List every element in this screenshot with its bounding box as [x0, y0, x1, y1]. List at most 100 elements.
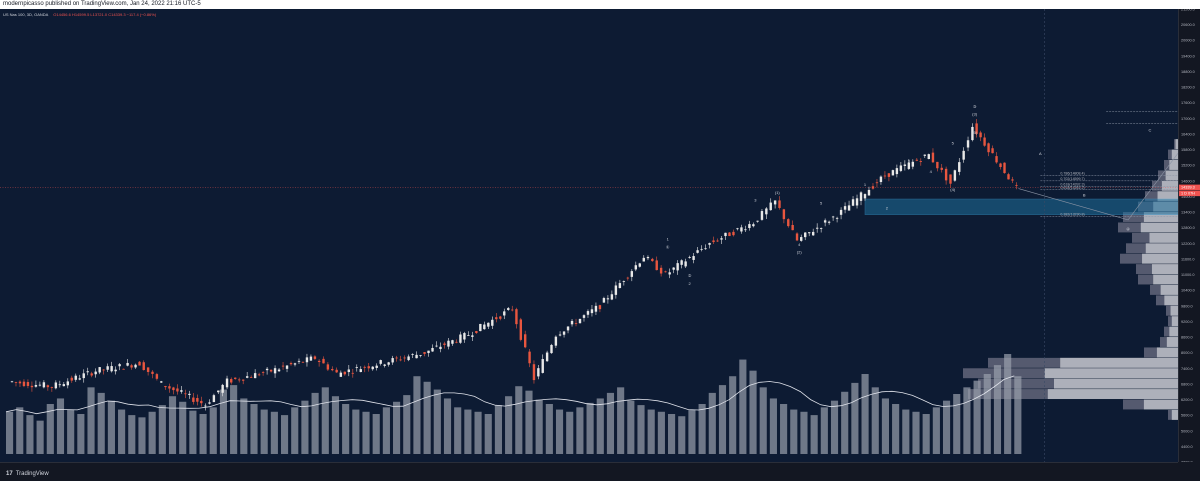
candle-up	[427, 350, 430, 354]
volume-profile-row-value-area	[1149, 232, 1178, 243]
candle-up	[807, 232, 811, 234]
candle-up	[610, 294, 614, 300]
price-tick-label: 14000.0	[1181, 195, 1195, 199]
volume-bar	[973, 380, 981, 454]
volume-bar	[627, 400, 635, 454]
candle-up	[646, 256, 650, 259]
volume-profile-row-value-area	[1169, 160, 1178, 170]
volume-bar	[107, 400, 115, 454]
candle-down	[301, 361, 305, 363]
candle-up	[550, 344, 553, 354]
candle-up	[879, 176, 883, 182]
candle-down	[249, 377, 253, 379]
symbol-title: US Nas 100, 3D, OANDA	[3, 12, 49, 17]
volume-profile-row-value-area	[1145, 243, 1178, 254]
volume-profile-row-value-area	[1171, 409, 1178, 420]
candle-up	[855, 198, 859, 206]
candle-down	[46, 385, 50, 388]
volume-bar	[1004, 354, 1012, 454]
volume-bar	[342, 404, 350, 454]
price-tag-box	[1179, 184, 1200, 191]
candle-up	[634, 265, 638, 270]
volume-bar	[515, 386, 523, 454]
candle-down	[164, 386, 167, 388]
tradingview-mark-icon: 17	[6, 471, 13, 477]
wave-label: 4	[930, 169, 933, 174]
candle-up	[106, 366, 109, 370]
volume-bar	[881, 398, 890, 454]
volume-profile-row-value-area	[1164, 295, 1178, 306]
volume-bar	[87, 387, 95, 454]
price-axis[interactable]: 21200.0 20600.0 20000.0 19400.0 18800.0 18200…	[1178, 8, 1200, 465]
price-tick-label: 10400.0	[1181, 289, 1195, 293]
wave-label: 3	[908, 159, 911, 164]
price-tick-label: 19400.0	[1181, 54, 1195, 58]
candle-down	[598, 305, 602, 310]
candle-up	[245, 376, 249, 378]
volume-bar	[861, 374, 869, 454]
volume-bar	[555, 409, 564, 454]
candle-up	[379, 360, 382, 364]
candle-up	[371, 366, 374, 370]
wave-label: 3	[754, 198, 757, 203]
price-chart[interactable]: 1.414(17252.7)1.272(16809.1)0.786(14808.…	[0, 9, 1200, 462]
candle-down	[495, 317, 498, 320]
price-plot-area[interactable]: 1.414(17252.7)1.272(16809.1)0.786(14808.…	[0, 9, 1200, 462]
candle-up	[160, 381, 163, 383]
candle-down	[499, 316, 502, 319]
candle-up	[507, 308, 510, 310]
candle-up	[217, 390, 220, 393]
candle-up	[42, 382, 46, 388]
volume-bar	[372, 414, 380, 454]
candle-up	[642, 257, 645, 262]
volume-bar	[158, 405, 166, 454]
candle-up	[971, 126, 974, 141]
volume-bar	[617, 387, 625, 454]
volume-bar	[362, 411, 370, 454]
volume-bar	[606, 392, 615, 454]
candle-up	[471, 335, 474, 337]
volume-bar	[708, 392, 716, 454]
price-tick-label: 18800.0	[1181, 70, 1195, 74]
price-tick-label: 17600.0	[1181, 101, 1195, 105]
candle-up	[114, 369, 117, 372]
volume-bar	[230, 385, 238, 454]
candle-up	[305, 357, 309, 363]
volume-bar	[311, 392, 319, 454]
volume-bar	[668, 414, 676, 454]
candle-down	[269, 369, 273, 372]
candle-down	[317, 360, 321, 362]
tradingview-logo[interactable]: 17 TradingView	[6, 470, 49, 479]
candle-up	[293, 363, 297, 365]
volume-profile-row-value-area	[1151, 264, 1178, 275]
candle-down	[322, 358, 325, 364]
candle-up	[309, 356, 313, 361]
volume-bar	[525, 390, 533, 454]
volume-profile-row-value-area	[1166, 337, 1178, 347]
candle-down	[999, 163, 1002, 168]
candle-down	[399, 359, 402, 361]
price-axis-labels: 21200.0 20600.0 20000.0 19400.0 18800.0 18200…	[1179, 8, 1200, 465]
candle-up	[439, 346, 442, 350]
candle-up	[578, 318, 582, 324]
candle-up	[451, 340, 454, 344]
candle-down	[363, 366, 366, 368]
volume-bar	[678, 416, 686, 454]
volume-bar	[566, 411, 574, 454]
volume-bar	[26, 415, 34, 454]
candle-up	[688, 257, 691, 258]
volume-bar	[983, 374, 991, 454]
candle-down	[511, 309, 514, 311]
candle-up	[692, 256, 695, 260]
candle-up	[724, 232, 727, 237]
candle-up	[407, 356, 410, 361]
candle-up	[622, 281, 626, 282]
wave-label: ①	[666, 245, 670, 250]
time-axis[interactable]: MarMayJulSepNov2019MarMayJulSepNov2020Ma…	[0, 462, 1198, 475]
candle-down	[919, 161, 923, 162]
wave-label: (3)	[972, 112, 978, 117]
volume-bar	[260, 409, 268, 454]
candle-down	[931, 152, 935, 163]
candle-down	[979, 132, 982, 138]
